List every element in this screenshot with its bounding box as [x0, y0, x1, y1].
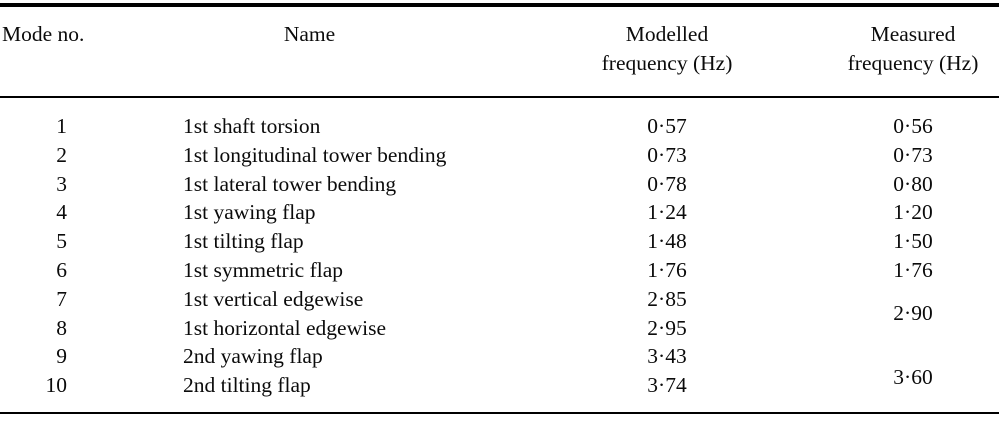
modelled-value-cell: 0·78 — [647, 171, 687, 196]
header-label: Modelled — [625, 22, 709, 46]
table-row: 9 2nd yawing flap 3·43 3·60 — [0, 342, 999, 388]
table-row: 7 1st vertical edgewise 2·85 2·90 — [0, 285, 999, 325]
name-cell: 1st lateral tower bending — [183, 171, 397, 196]
table-row: 10 2nd tilting flap 3·74 — [0, 371, 999, 413]
table-row: 2 1st longitudinal tower bending 0·73 0·… — [0, 141, 999, 170]
header-row: Mode no. Name Modelled frequency (Hz) Me… — [0, 5, 999, 97]
modelled-value-cell: 1·76 — [647, 257, 687, 282]
table-body: 1 1st shaft torsion 0·57 0·56 2 1st long… — [0, 97, 999, 413]
header-label-line2: frequency (Hz) — [601, 51, 733, 75]
modelled-value-cell: 0·73 — [647, 142, 687, 167]
column-header-modelled-frequency: Modelled frequency (Hz) — [507, 5, 827, 97]
modelled-value-cell: 1·24 — [647, 200, 687, 225]
measured-value-cell: 1·20 — [893, 200, 933, 225]
measured-value-cell: 0·56 — [893, 114, 933, 138]
frequency-table: Mode no. Name Modelled frequency (Hz) Me… — [0, 3, 999, 414]
measured-value-cell-merged: 3·60 — [893, 364, 933, 389]
modelled-value-cell: 2·85 — [647, 286, 687, 311]
mode-cell: 2 — [56, 142, 67, 167]
name-cell: 1st shaft torsion — [183, 114, 321, 138]
table-row: 3 1st lateral tower bending 0·78 0·80 — [0, 170, 999, 199]
table-row: 1 1st shaft torsion 0·57 0·56 — [0, 97, 999, 141]
name-cell: 2nd tilting flap — [183, 373, 311, 398]
name-cell: 2nd yawing flap — [183, 344, 323, 369]
measured-value-cell: 0·73 — [893, 142, 933, 167]
modelled-value-cell: 1·48 — [647, 229, 687, 254]
measured-value-cell: 1·76 — [893, 257, 933, 282]
mode-cell: 7 — [56, 286, 67, 311]
column-header-mode-no: Mode no. — [0, 5, 112, 97]
header-label: Measured — [870, 22, 956, 46]
mode-cell: 9 — [56, 344, 67, 369]
table-header: Mode no. Name Modelled frequency (Hz) Me… — [0, 5, 999, 97]
table-row: 5 1st tilting flap 1·48 1·50 — [0, 227, 999, 256]
table-row: 4 1st yawing flap 1·24 1·20 — [0, 198, 999, 227]
mode-cell: 3 — [56, 171, 67, 196]
name-cell: 1st yawing flap — [183, 200, 316, 225]
name-cell: 1st vertical edgewise — [183, 286, 364, 311]
mode-cell: 5 — [56, 229, 67, 254]
mode-cell: 4 — [56, 200, 67, 225]
column-header-measured-frequency: Measured frequency (Hz) — [827, 5, 999, 97]
name-cell: 1st longitudinal tower bending — [183, 142, 447, 167]
header-label: Mode no. — [2, 22, 85, 46]
modelled-value-cell: 0·57 — [647, 114, 687, 138]
modelled-value-cell: 3·74 — [647, 373, 687, 398]
mode-cell: 1 — [56, 114, 67, 138]
header-label: Name — [283, 22, 336, 46]
mode-cell: 8 — [56, 315, 67, 340]
column-header-name: Name — [112, 5, 507, 97]
measured-value-cell: 0·80 — [893, 171, 933, 196]
header-label-line2: frequency (Hz) — [847, 51, 979, 75]
name-cell: 1st symmetric flap — [183, 257, 344, 282]
table-row: 8 1st horizontal edgewise 2·95 — [0, 314, 999, 343]
table-row: 6 1st symmetric flap 1·76 1·76 — [0, 256, 999, 285]
measured-value-cell-merged: 2·90 — [893, 301, 933, 326]
mode-cell: 10 — [45, 373, 68, 398]
name-cell: 1st tilting flap — [183, 229, 304, 254]
modelled-value-cell: 2·95 — [647, 315, 687, 340]
mode-cell: 6 — [56, 257, 67, 282]
modelled-value-cell: 3·43 — [647, 344, 687, 369]
name-cell: 1st horizontal edgewise — [183, 315, 387, 340]
measured-value-cell: 1·50 — [893, 229, 933, 254]
